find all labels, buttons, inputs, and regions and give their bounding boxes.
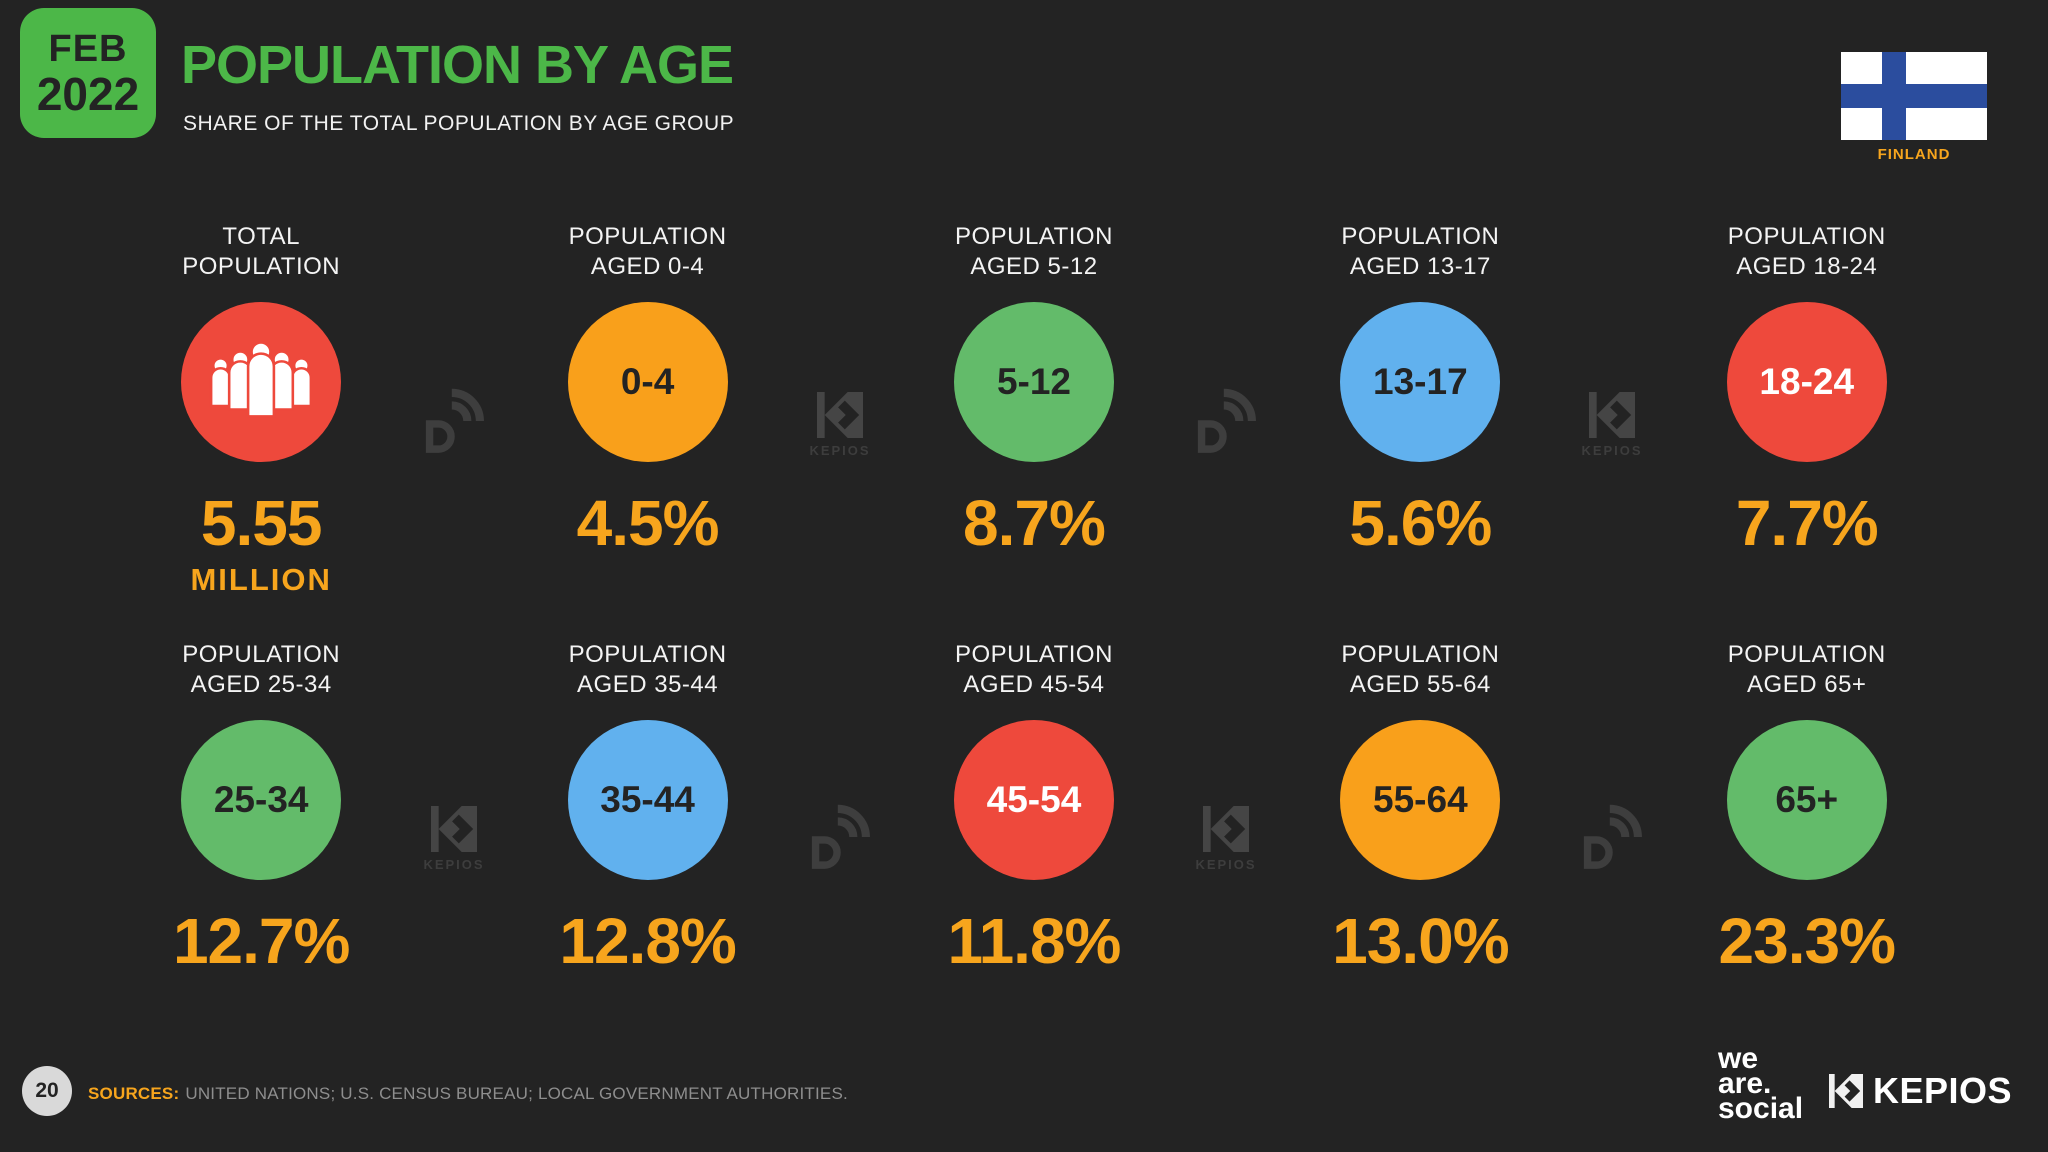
- stat-card-aged-5-12: POPULATION AGED 5-12 5-12 8.7%: [953, 222, 1114, 598]
- stat-value: 7.7%: [1735, 487, 1879, 559]
- stat-label: POPULATION AGED 55-64: [1341, 641, 1500, 698]
- stat-card-aged-45-54: POPULATION AGED 45-54 45-54 11.8%: [947, 640, 1122, 978]
- stat-circle: 35-44: [567, 720, 728, 880]
- kepios-logo: KEPIOS: [1828, 1070, 2012, 1112]
- stat-circle: 0-4: [567, 302, 728, 462]
- stat-label: POPULATION AGED 35-44: [568, 641, 727, 698]
- stat-circle: 13-17: [1340, 302, 1501, 462]
- stat-card-aged-13-17: POPULATION AGED 13-17 13-17 5.6%: [1340, 222, 1501, 598]
- stat-card-aged-55-64: POPULATION AGED 55-64 55-64 13.0%: [1332, 640, 1509, 978]
- stat-card-aged-25-34: POPULATION AGED 25-34 25-34 12.7%: [172, 640, 350, 978]
- stat-circle: 18-24: [1726, 302, 1887, 462]
- stat-value: 8.7%: [963, 487, 1106, 559]
- stats-row-1: TOTAL POPULATION 5.55 MILLION: [68, 222, 2000, 598]
- stat-circle: [181, 302, 342, 462]
- datareportal-watermark-icon: [1171, 384, 1281, 458]
- stat-circle: 55-64: [1340, 720, 1501, 880]
- kepios-watermark-icon: KEPIOS: [785, 392, 895, 458]
- kepios-wordmark: KEPIOS: [1872, 1070, 2012, 1111]
- stat-label: TOTAL POPULATION: [182, 223, 341, 280]
- badge-month: FEB: [48, 28, 128, 70]
- stat-label: POPULATION AGED 45-54: [955, 641, 1113, 698]
- badge-year: 2022: [36, 68, 140, 120]
- stat-value: 12.7%: [172, 905, 350, 977]
- stat-label: POPULATION AGED 0-4: [568, 223, 727, 280]
- stat-value: 5.55: [200, 487, 323, 559]
- stat-value: 4.5%: [576, 487, 720, 559]
- stat-label: POPULATION AGED 25-34: [182, 641, 341, 698]
- stats-row-2: POPULATION AGED 25-34 25-34 12.7% POPULA…: [68, 640, 2000, 978]
- date-badge: FEB 2022: [20, 8, 156, 138]
- sources-label: SOURCES:: [88, 1084, 180, 1103]
- stat-label: POPULATION AGED 65+: [1727, 641, 1886, 698]
- stat-card-aged-65-plus: POPULATION AGED 65+ 65+ 23.3%: [1718, 640, 1896, 978]
- stat-label: POPULATION AGED 18-24: [1727, 223, 1886, 280]
- stat-circle: 25-34: [181, 720, 342, 880]
- stat-unit: MILLION: [190, 562, 332, 597]
- page-subtitle: SHARE OF THE TOTAL POPULATION BY AGE GRO…: [183, 112, 735, 135]
- datareportal-watermark-icon: [785, 800, 895, 874]
- stat-circle: 5-12: [953, 302, 1114, 462]
- stat-card-aged-18-24: POPULATION AGED 18-24 18-24 7.7%: [1726, 222, 1887, 598]
- datareportal-watermark-icon: [399, 384, 509, 458]
- datareportal-watermark-icon: [1557, 800, 1667, 874]
- stat-card-aged-0-4: POPULATION AGED 0-4 0-4 4.5%: [567, 222, 728, 598]
- stat-value: 23.3%: [1718, 905, 1896, 977]
- stat-card-total-population: TOTAL POPULATION 5.55 MILLION: [181, 222, 342, 598]
- stat-card-aged-35-44: POPULATION AGED 35-44 35-44 12.8%: [559, 640, 736, 978]
- people-group-icon: [210, 341, 313, 418]
- country-label: FINLAND: [1877, 146, 1951, 163]
- kepios-mark-icon: [1828, 1074, 1863, 1108]
- stat-value: 13.0%: [1332, 905, 1509, 977]
- stat-label: POPULATION AGED 5-12: [955, 223, 1113, 280]
- we-are-social-logo: we are. social: [1718, 1042, 1804, 1125]
- kepios-watermark-icon: KEPIOS: [1171, 806, 1281, 872]
- flag-cross-horizontal: [1841, 84, 1987, 108]
- stat-value: 5.6%: [1349, 487, 1492, 559]
- sources-text: UNITED NATIONS; U.S. CENSUS BUREAU; LOCA…: [185, 1084, 848, 1103]
- finland-flag-icon: [1841, 52, 1987, 140]
- page-number-badge: 20: [22, 1066, 72, 1116]
- stat-circle: 65+: [1726, 720, 1887, 880]
- sources-note: SOURCES: UNITED NATIONS; U.S. CENSUS BURE…: [88, 1084, 848, 1104]
- page-title: POPULATION BY AGE: [181, 35, 734, 95]
- stat-value: 12.8%: [559, 905, 736, 977]
- kepios-watermark-icon: KEPIOS: [399, 806, 509, 872]
- stat-label: POPULATION AGED 13-17: [1341, 223, 1500, 280]
- stat-value: 11.8%: [947, 905, 1122, 977]
- kepios-watermark-icon: KEPIOS: [1557, 392, 1667, 458]
- stat-circle: 45-54: [953, 720, 1114, 880]
